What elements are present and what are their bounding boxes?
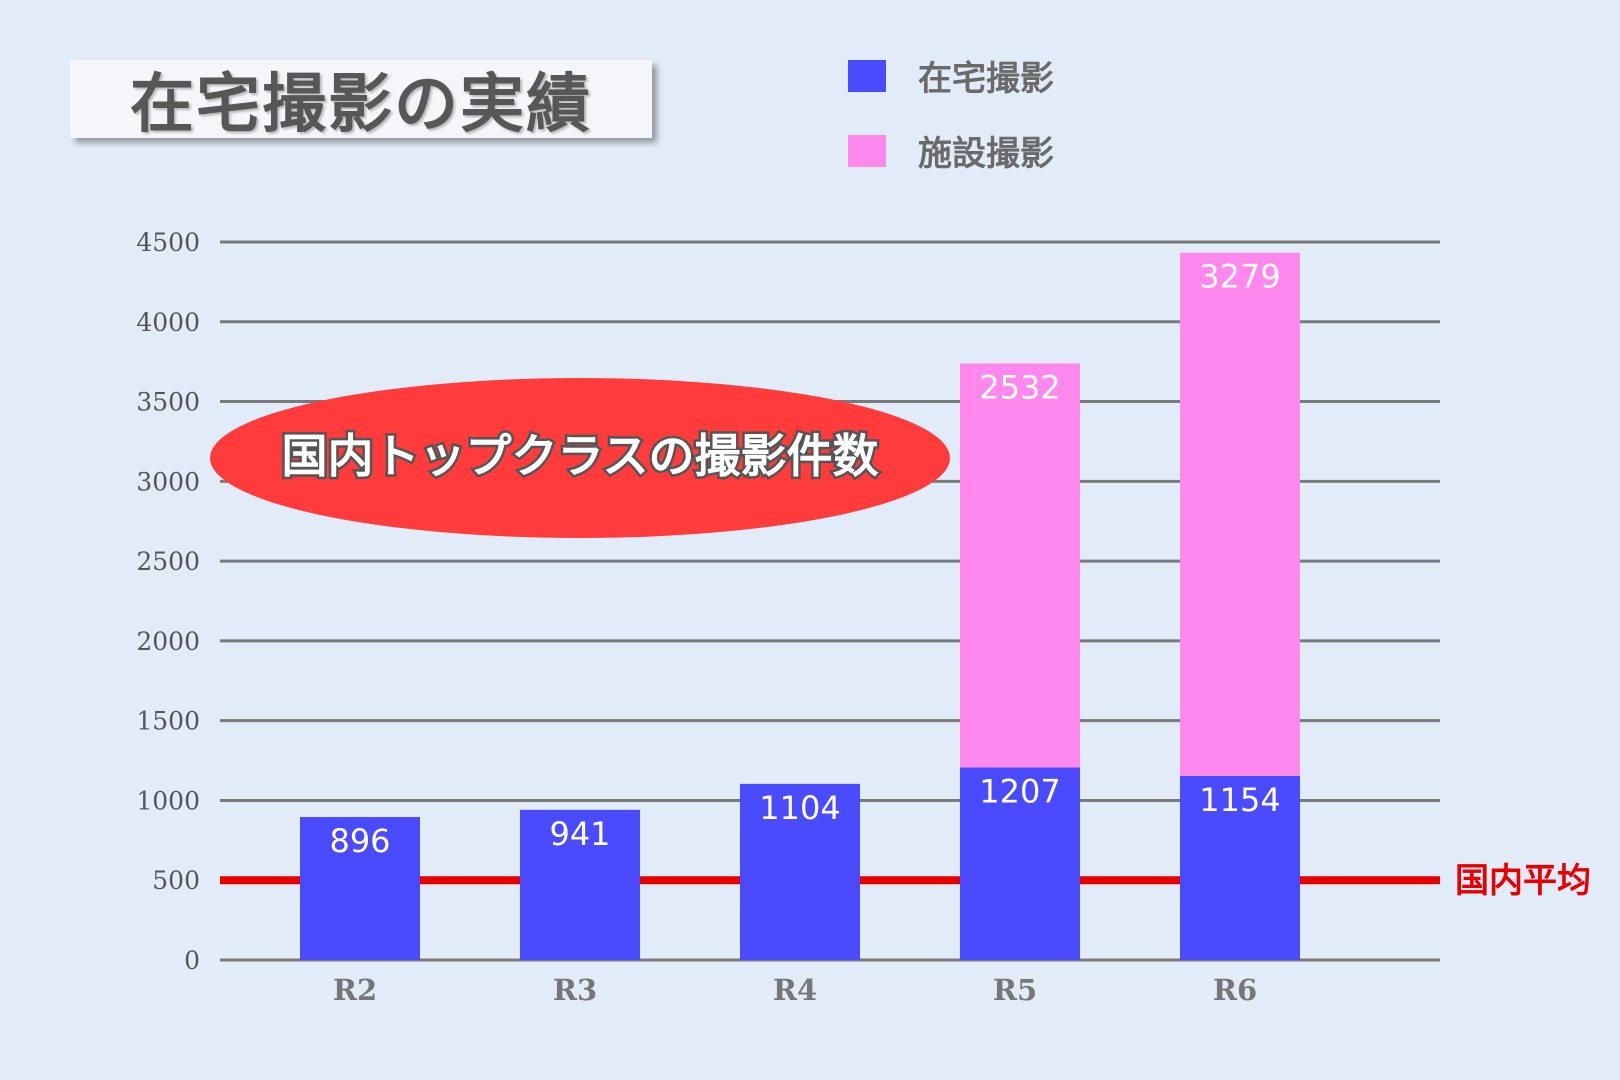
y-tick-label: 4500 (136, 228, 200, 257)
y-tick-label: 3000 (136, 467, 200, 496)
legend-label: 在宅撮影 (918, 59, 1054, 99)
badge-ellipse (210, 378, 950, 538)
y-tick-label: 500 (152, 866, 200, 895)
bar-home-R4 (740, 783, 860, 960)
y-tick-label: 2000 (136, 627, 200, 656)
data-label: 1104 (759, 789, 840, 827)
bar-facility-R6 (1180, 252, 1300, 776)
data-label: 896 (329, 822, 390, 860)
bar-home-R6 (1180, 775, 1300, 960)
x-tick-label: R2 (333, 973, 377, 1007)
chart-title: 在宅撮影の実績 (70, 60, 652, 142)
y-tick-label: 3500 (136, 388, 200, 417)
x-tick-label: R4 (773, 973, 817, 1007)
x-tick-label: R6 (1213, 973, 1257, 1007)
data-label: 2532 (979, 368, 1060, 406)
data-label: 3279 (1199, 258, 1280, 296)
reference-line-label: 国内平均 (1455, 861, 1591, 901)
y-tick-label: 1000 (136, 786, 200, 815)
reference-line-group: 国内平均 (220, 861, 1591, 901)
badge-group: 国内トップクラスの撮影件数 (210, 378, 950, 538)
bar-home-R5 (960, 767, 1080, 960)
badge-text: 国内トップクラスの撮影件数 (281, 429, 878, 483)
y-tick-label: 4000 (136, 308, 200, 337)
x-tick-label: R5 (993, 973, 1037, 1007)
y-tick-label: 2500 (136, 547, 200, 576)
bar-home-R2 (300, 817, 420, 960)
bar-facility-R5 (960, 363, 1080, 768)
bars (300, 252, 1300, 960)
bar-labels: 896 941 1104 1207 2532 1154 3279 (329, 258, 1280, 860)
legend-swatch (848, 135, 886, 167)
x-tick-label: R3 (553, 973, 597, 1007)
data-label: 941 (549, 815, 610, 853)
data-label: 1154 (1199, 781, 1280, 819)
legend-swatch (848, 60, 886, 92)
legend-label: 施設撮影 (918, 134, 1054, 174)
axis-labels: 0 500 1000 1500 2000 2500 3000 3500 4000 4500 R2 R3… (136, 228, 1257, 1007)
y-tick-label: 0 (184, 946, 200, 975)
y-tick-label: 1500 (136, 707, 200, 736)
bar-home-R3 (520, 809, 640, 960)
data-label: 1207 (979, 772, 1060, 810)
